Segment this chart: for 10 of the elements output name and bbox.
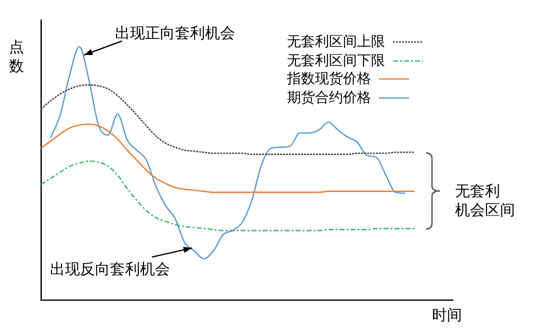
text: 无套利	[455, 182, 500, 201]
legend-label: 指数现货价格	[287, 70, 371, 88]
legend-label: 期货合约价格	[287, 88, 371, 107]
legend-label: 无套利区间下限	[287, 52, 385, 70]
x-axis-title: 时间	[432, 306, 462, 325]
text: 机会区间	[455, 201, 515, 220]
text: 出现正向套利机会	[115, 24, 235, 43]
y-axis-title: 点数	[9, 38, 25, 76]
legend-label: 无套利区间上限	[287, 33, 385, 52]
annotation: 出现反向套利机会	[50, 260, 170, 279]
